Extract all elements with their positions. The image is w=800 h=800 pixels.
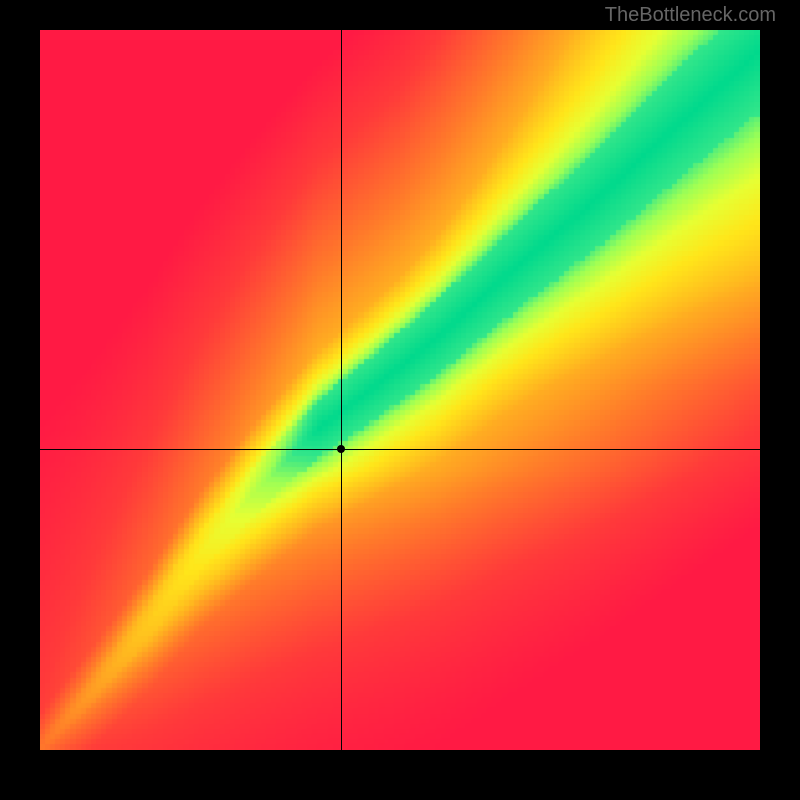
heatmap-canvas	[40, 30, 760, 750]
watermark-text: TheBottleneck.com	[605, 4, 776, 27]
heatmap-plot	[40, 30, 760, 750]
